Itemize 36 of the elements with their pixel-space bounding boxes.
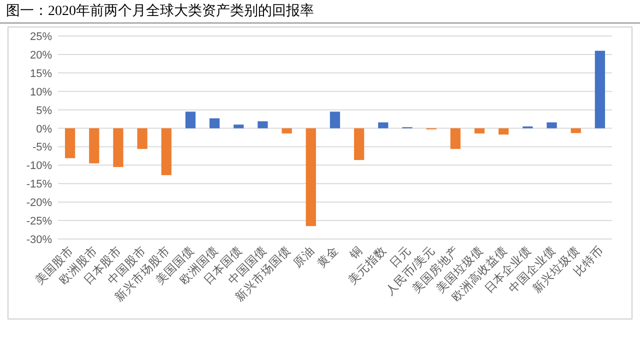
y-tick-label: 20% <box>30 49 52 62</box>
y-tick-label: 5% <box>36 104 52 117</box>
bar <box>498 128 509 135</box>
y-tick-label: -10% <box>26 160 52 172</box>
y-tick-label: 0% <box>36 123 52 136</box>
bar <box>282 128 292 134</box>
bar <box>450 128 460 149</box>
bar <box>161 128 172 176</box>
y-tick-label: -30% <box>26 234 52 246</box>
chart-title: 图一：2020年前两个月全球大类资产类别的回报率 <box>6 3 314 19</box>
y-tick-label: 15% <box>30 68 52 80</box>
bar <box>113 128 124 168</box>
y-tick-label: -15% <box>26 178 52 191</box>
bar <box>306 128 316 226</box>
x-tick-label: 黄金 <box>314 244 342 270</box>
bar <box>64 128 76 158</box>
y-tick-label: -25% <box>26 216 52 228</box>
bar <box>185 112 196 128</box>
bar <box>89 128 100 164</box>
y-tick-label: -5% <box>32 142 52 154</box>
bar <box>330 112 340 128</box>
x-tick-label: 铜 <box>346 244 366 262</box>
bar <box>234 124 244 128</box>
y-tick-label: 10% <box>30 86 52 98</box>
bar <box>594 50 606 128</box>
bar <box>378 122 388 128</box>
bar <box>354 128 364 160</box>
bar <box>258 121 268 128</box>
y-tick-label: -20% <box>26 197 52 210</box>
bar <box>546 122 557 128</box>
y-tick-label: 25% <box>30 31 52 43</box>
bar <box>137 128 148 149</box>
bar <box>570 128 581 134</box>
bar <box>210 118 220 128</box>
x-tick-label: 原油 <box>290 244 318 270</box>
bar <box>474 128 485 134</box>
